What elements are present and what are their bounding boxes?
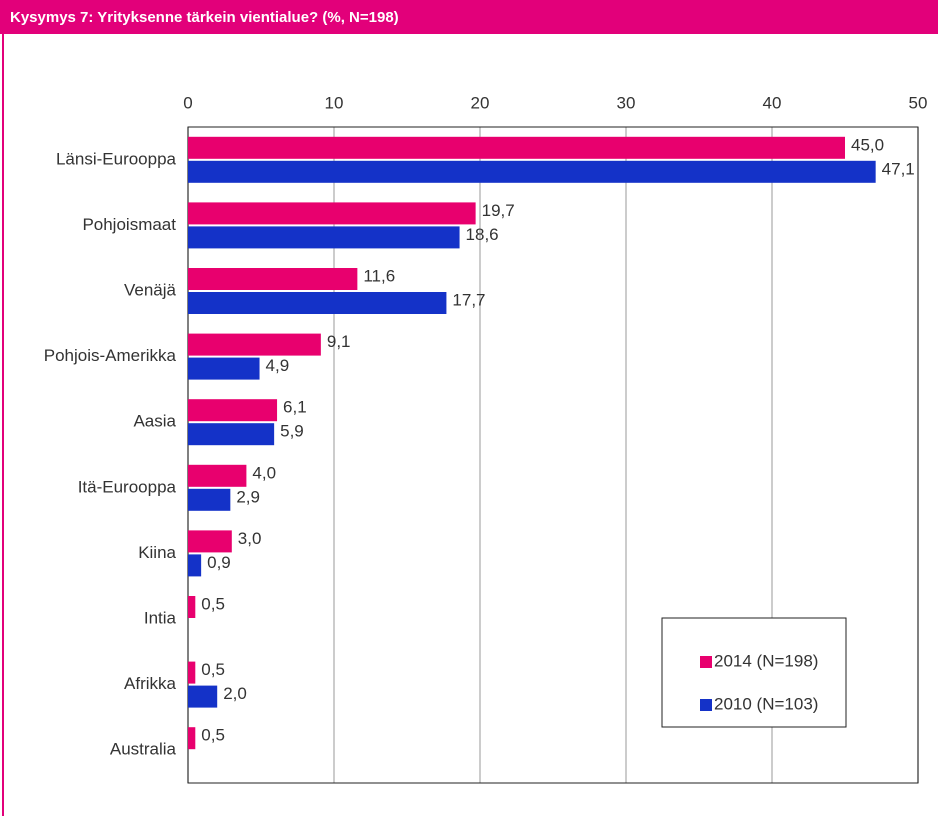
bar	[188, 423, 275, 446]
y-tick-label: Intia	[144, 608, 177, 627]
value-label: 18,6	[466, 225, 499, 244]
legend-box	[661, 617, 847, 728]
value-label: 11,6	[363, 266, 395, 285]
bar	[188, 661, 196, 684]
y-tick-label: Pohjoismaat	[82, 215, 176, 234]
legend-label: 2010 (N=103)	[714, 694, 818, 713]
plot-frame	[187, 126, 919, 784]
value-label: 0,5	[201, 726, 225, 745]
legend-label: 2014 (N=198)	[714, 651, 818, 670]
bar	[188, 596, 196, 618]
value-label: 0,9	[207, 553, 231, 572]
y-tick-label: Pohjois-Amerikka	[44, 346, 177, 365]
x-tick-label: 0	[183, 93, 192, 112]
bar	[188, 464, 247, 487]
y-tick-label: Kiina	[138, 543, 176, 562]
bar	[188, 727, 196, 750]
bar	[188, 333, 321, 356]
x-tick-label: 30	[617, 93, 636, 112]
value-label: 17,7	[452, 290, 485, 309]
y-tick-label: Australia	[110, 740, 177, 759]
legend-swatch	[700, 699, 712, 711]
value-label: 6,1	[283, 398, 307, 417]
bar	[188, 202, 476, 225]
bar	[188, 530, 232, 553]
bar	[188, 226, 460, 249]
value-label: 4,9	[266, 356, 290, 375]
bar	[188, 357, 260, 380]
bar	[188, 554, 202, 577]
value-label: 2,9	[236, 487, 260, 506]
value-label: 3,0	[238, 529, 262, 548]
bar	[188, 160, 876, 183]
value-label: 2,0	[223, 684, 247, 703]
title-bar	[0, 0, 938, 34]
bar	[188, 292, 447, 314]
bar	[188, 488, 231, 511]
value-label: 9,1	[327, 332, 351, 351]
value-label: 19,7	[482, 201, 515, 220]
x-tick-label: 10	[325, 93, 344, 112]
bar	[188, 685, 218, 708]
x-tick-label: 50	[909, 93, 928, 112]
value-label: 47,1	[882, 159, 915, 178]
bar	[188, 268, 358, 290]
y-tick-label: Itä-Eurooppa	[78, 477, 177, 496]
y-tick-label: Venäjä	[124, 280, 177, 299]
value-label: 45,0	[851, 135, 884, 154]
bar	[188, 399, 278, 422]
y-tick-label: Länsi-Eurooppa	[56, 149, 177, 168]
value-label: 4,0	[252, 463, 276, 482]
bar	[188, 136, 845, 159]
value-label: 0,5	[201, 660, 225, 679]
y-tick-label: Afrikka	[124, 674, 177, 693]
y-tick-label: Aasia	[133, 412, 176, 431]
legend-swatch	[700, 656, 712, 668]
chart-title: Kysymys 7: Yrityksenne tärkein vientialu…	[10, 9, 399, 26]
x-tick-label: 20	[471, 93, 490, 112]
value-label: 0,5	[201, 594, 225, 613]
x-tick-label: 40	[763, 93, 782, 112]
value-label: 5,9	[280, 422, 304, 441]
